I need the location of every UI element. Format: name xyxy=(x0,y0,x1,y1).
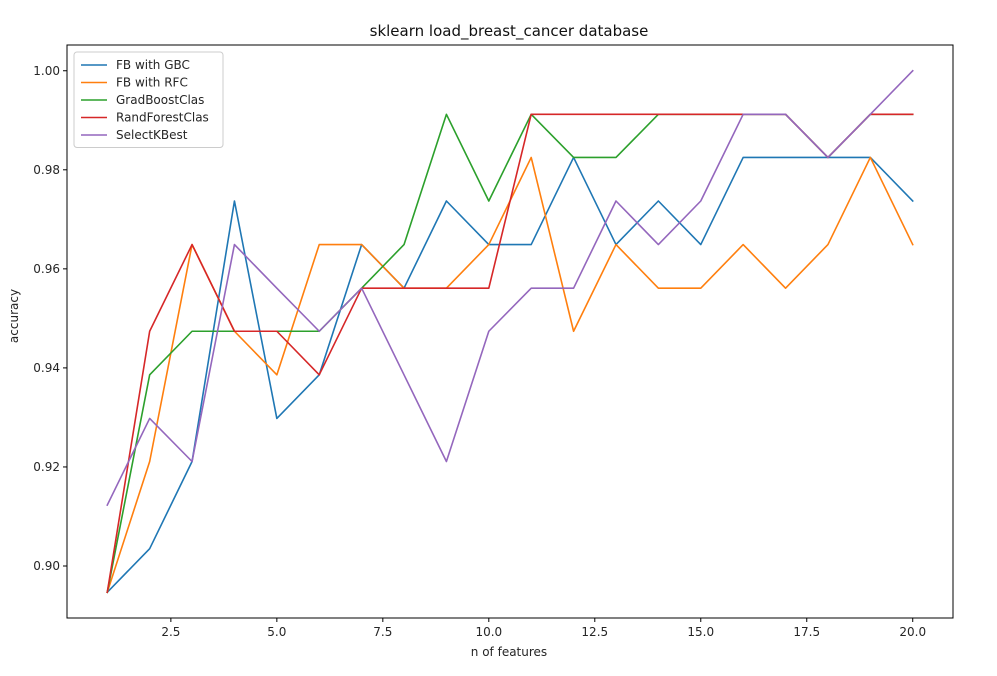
y-tick-label: 0.94 xyxy=(33,361,60,375)
series-line-5 xyxy=(106,69,914,507)
x-tick-label: 17.5 xyxy=(793,625,820,639)
legend: FB with GBC FB with RFC GradBoostClas RandF… xyxy=(73,51,224,148)
legend-box xyxy=(73,51,224,148)
x-tick-label: 5.0 xyxy=(267,625,286,639)
series-line-4 xyxy=(106,113,914,594)
y-axis-title: accuracy xyxy=(7,289,21,343)
y-tick-label: 0.96 xyxy=(33,262,60,276)
x-axis-title: n of features xyxy=(471,645,547,659)
y-tick-label: 0.92 xyxy=(33,460,60,474)
x-tick-label: 20.0 xyxy=(899,625,926,639)
legend-label: RandForestClas xyxy=(116,111,209,125)
series-line-2 xyxy=(106,156,914,594)
legend-label: FB with RFC xyxy=(116,76,188,90)
series-line-3 xyxy=(106,113,914,594)
x-tick-label: 7.5 xyxy=(373,625,392,639)
y-tick-label: 0.90 xyxy=(33,559,60,573)
plot-frame xyxy=(66,44,954,619)
y-tick-label: 0.98 xyxy=(33,163,60,177)
y-tick-label: 1.00 xyxy=(33,64,60,78)
series-line-1 xyxy=(106,156,914,594)
legend-label: GradBoostClas xyxy=(116,93,204,107)
legend-label: FB with GBC xyxy=(116,58,190,72)
x-tick-label: 12.5 xyxy=(581,625,608,639)
x-tick-label: 2.5 xyxy=(161,625,180,639)
legend-label: SelectKBest xyxy=(116,128,188,142)
x-tick-label: 15.0 xyxy=(687,625,714,639)
chart-title: sklearn load_breast_cancer database xyxy=(370,22,649,41)
x-tick-label: 10.0 xyxy=(475,625,502,639)
